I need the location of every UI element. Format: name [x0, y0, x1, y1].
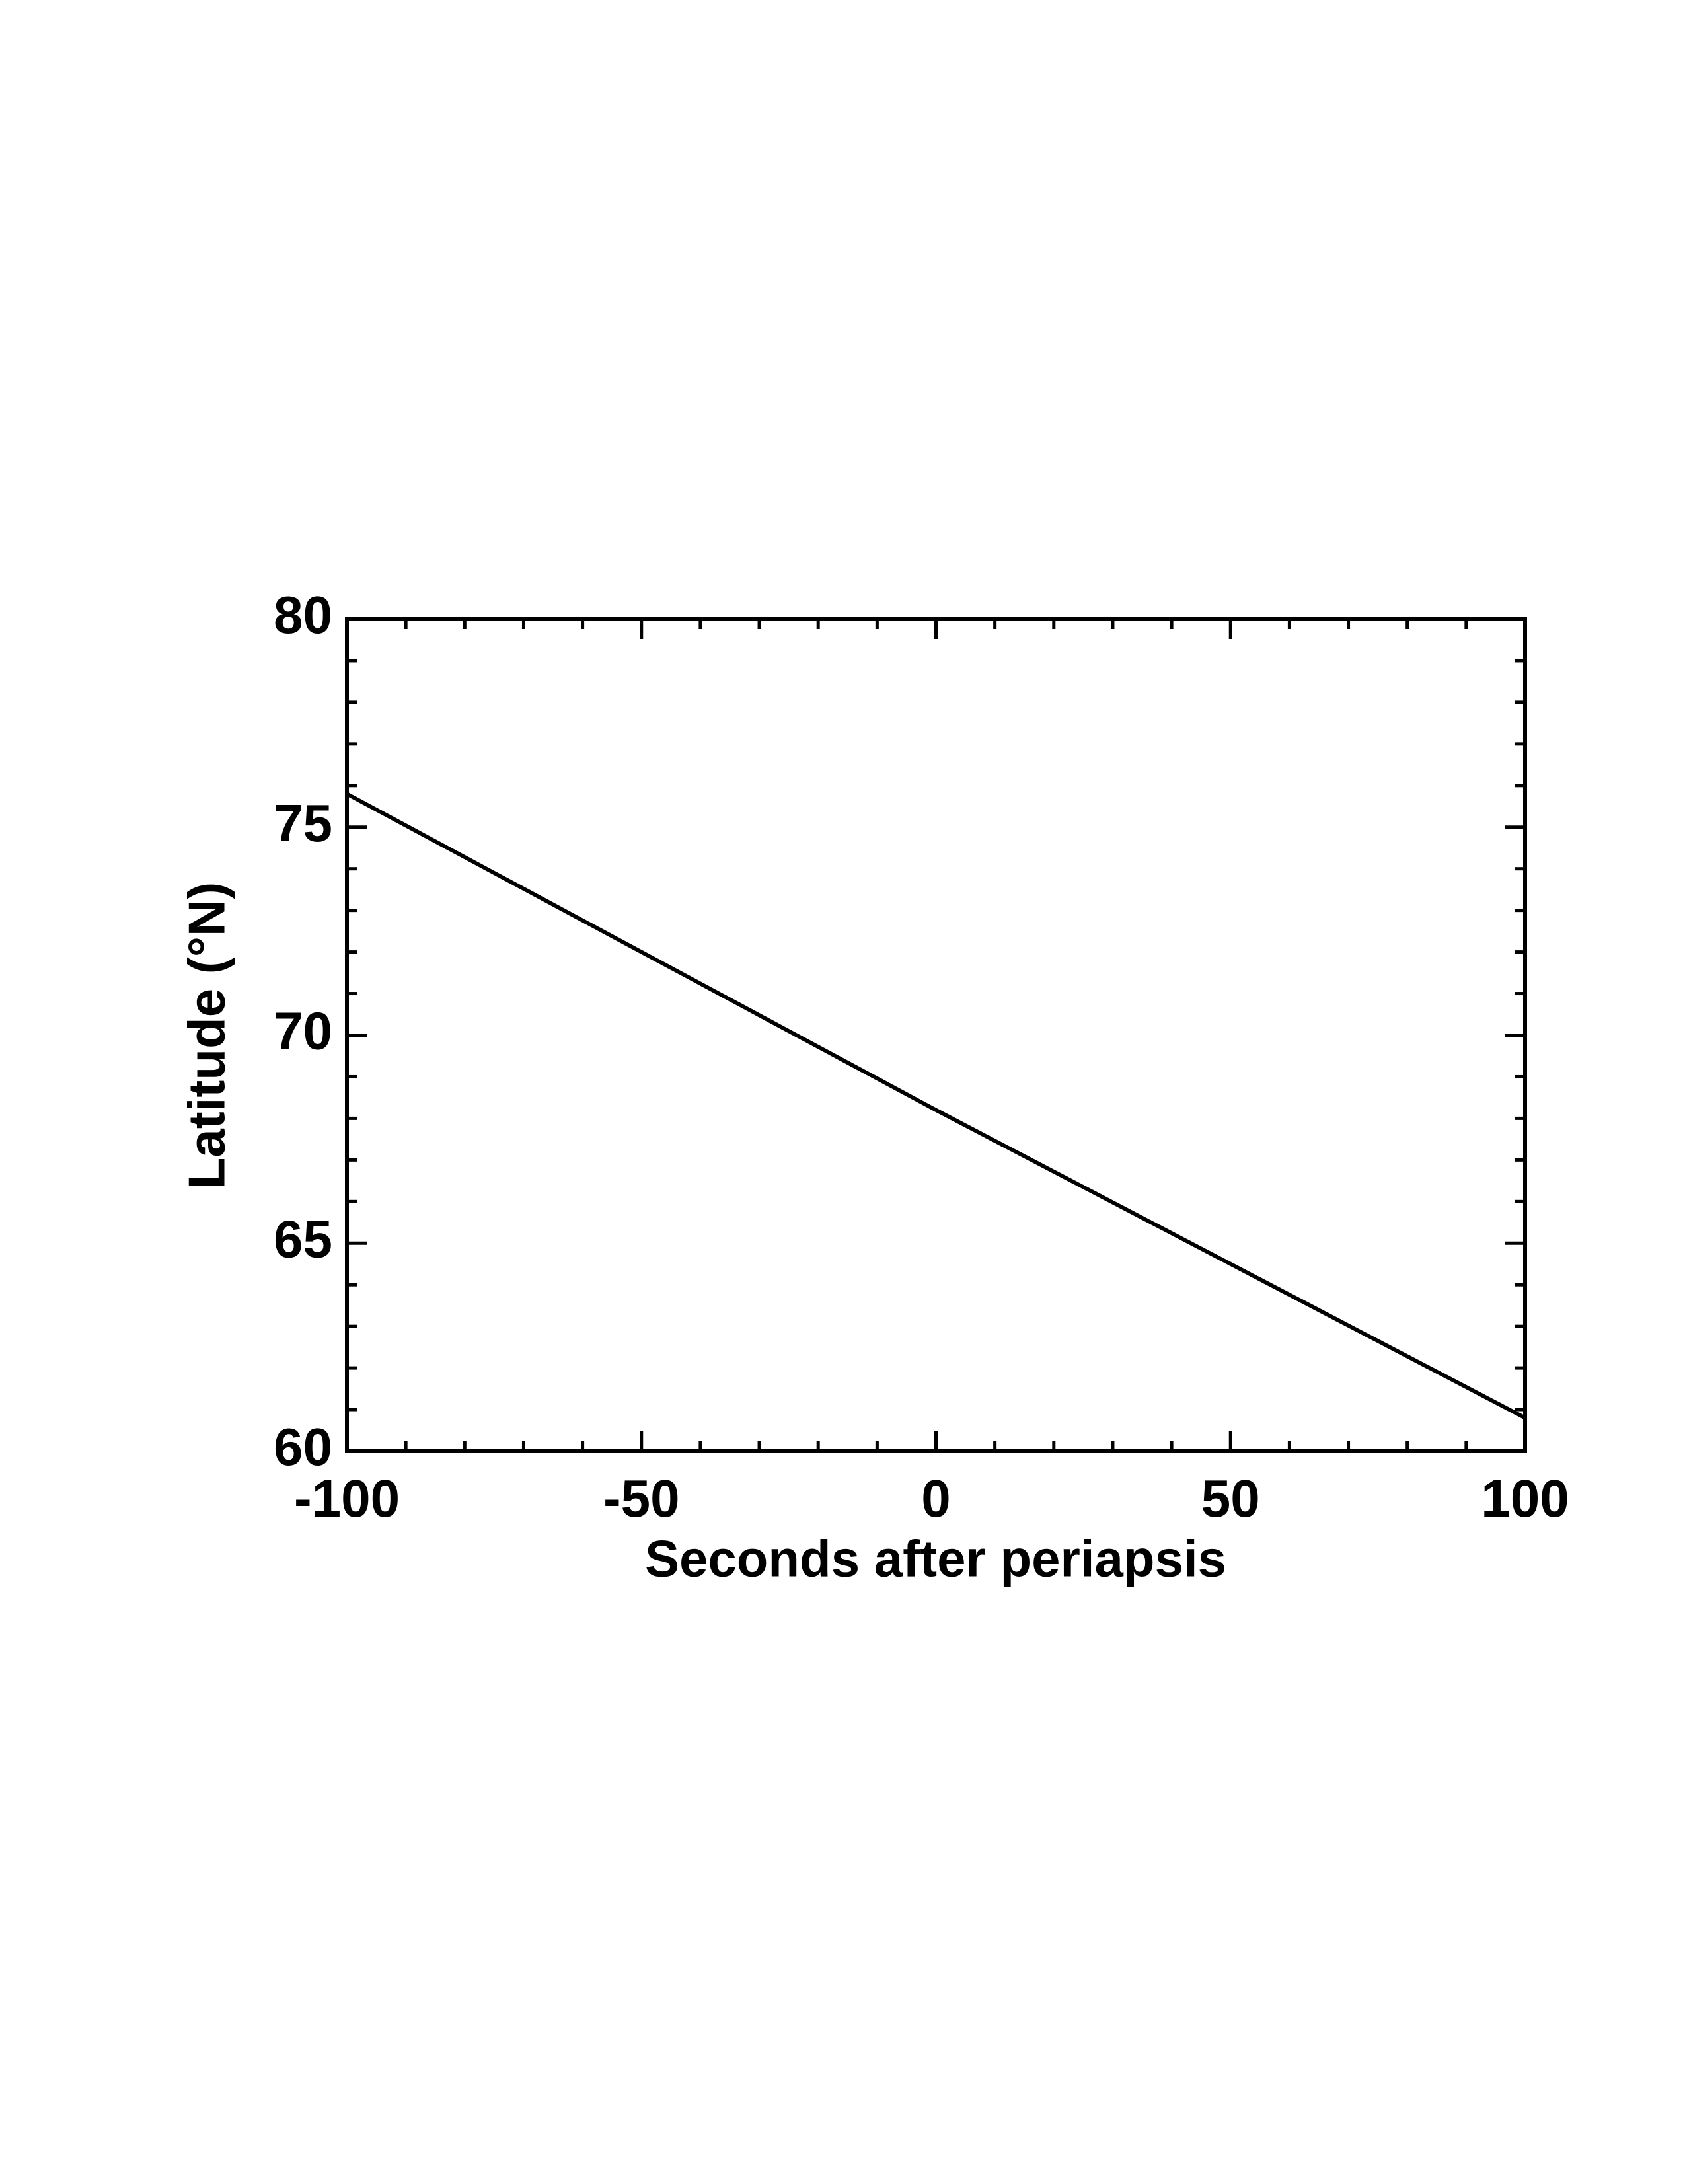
y-tick-label: 75	[274, 794, 332, 852]
x-tick-label: 100	[1481, 1469, 1569, 1528]
x-tick-label: 0	[921, 1469, 951, 1528]
plot-frame	[345, 617, 1527, 1453]
y-axis-title: Latitude (°N)	[178, 882, 236, 1189]
y-tick-label: 80	[274, 585, 332, 644]
y-tick-label: 60	[274, 1417, 332, 1476]
x-axis-title: Seconds after periapsis	[645, 1530, 1226, 1588]
x-tick-label: 50	[1201, 1469, 1260, 1528]
x-tick-label: -50	[603, 1469, 680, 1528]
y-tick-label: 70	[274, 1002, 332, 1061]
data-line	[346, 792, 1526, 1420]
y-tick-label: 65	[274, 1209, 332, 1268]
x-tick-label: -100	[294, 1469, 400, 1528]
